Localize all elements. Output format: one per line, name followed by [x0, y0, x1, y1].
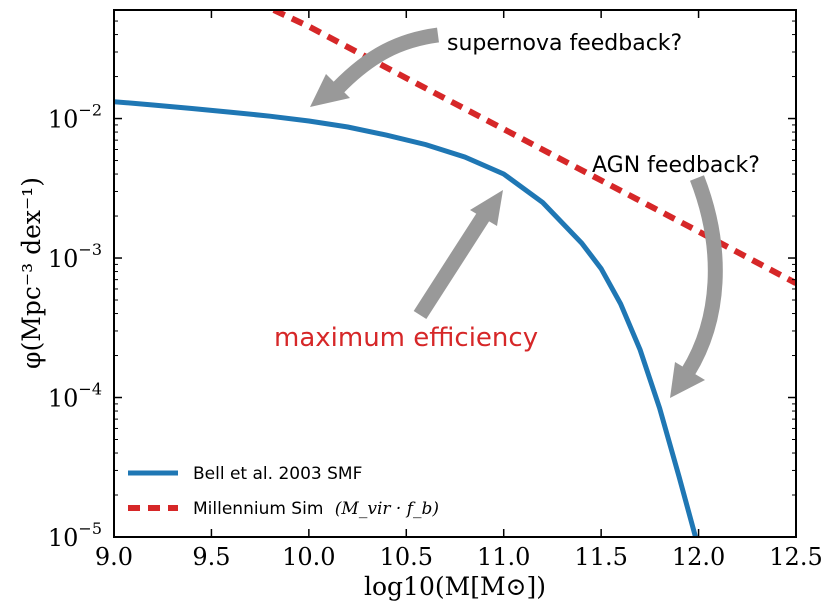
y-axis-label: φ(Mpc⁻³ dex⁻¹) — [17, 177, 46, 369]
y-axis-ticks: 10−2 10−3 10−4 10−5 — [48, 9, 796, 552]
x-tick-label: 12.0 — [672, 543, 725, 571]
annotation-max-efficiency: maximum efficiency — [274, 323, 538, 353]
agn-arrow — [681, 175, 723, 376]
x-axis-label: log10(M[M⊙]) — [364, 572, 546, 601]
x-tick-label: 11.5 — [574, 543, 627, 571]
x-axis-ticks: 9.0 9.5 10.0 10.5 11.0 11.5 12.0 12.5 — [95, 10, 823, 571]
supernova-arrow — [332, 27, 440, 94]
series-line-bell-smf — [114, 99, 699, 537]
annotation-supernova: supernova feedback? — [447, 31, 682, 56]
x-tick-label: 9.0 — [95, 543, 133, 571]
y-tick-label: 10−4 — [48, 380, 102, 413]
legend-label-millennium-math: (M_vir · f_b) — [335, 499, 439, 519]
x-tick-label: 10.0 — [282, 543, 335, 571]
plot-frame — [113, 9, 797, 538]
agn-arrowhead — [670, 362, 705, 398]
x-tick-label: 10.5 — [380, 543, 433, 571]
y-tick-label: 10−5 — [48, 519, 102, 552]
legend-label-bell: Bell et al. 2003 SMF — [193, 464, 362, 484]
max-efficiency-arrowhead — [470, 190, 503, 226]
x-tick-label: 11.0 — [477, 543, 530, 571]
x-tick-label: 12.5 — [769, 543, 822, 571]
y-tick-label: 10−3 — [48, 240, 102, 273]
annotation-arrows — [310, 27, 723, 398]
y-tick-label: 10−2 — [48, 101, 102, 134]
supernova-arrowhead — [310, 74, 350, 107]
annotation-agn: AGN feedback? — [592, 153, 760, 178]
x-tick-label: 9.5 — [192, 543, 230, 571]
max-efficiency-arrow — [413, 212, 490, 320]
legend: Bell et al. 2003 SMF Millennium Sim (M_v… — [128, 464, 439, 519]
legend-label-millennium: Millennium Sim (M_vir · f_b) — [193, 499, 439, 519]
legend-label-millennium-name: Millennium Sim — [193, 499, 323, 519]
